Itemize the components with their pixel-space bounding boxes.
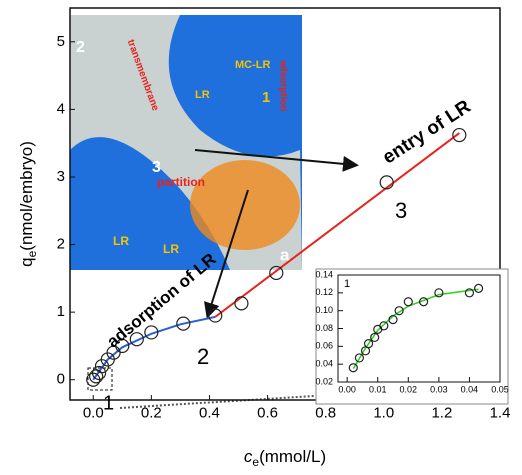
y-tick-label: 0.10 xyxy=(315,305,333,315)
label-part: (mmol/L) xyxy=(259,447,326,466)
y-tick-label: 0.12 xyxy=(315,287,333,297)
data-point xyxy=(370,332,380,343)
data-point xyxy=(379,321,389,331)
data-point xyxy=(354,353,364,363)
y-tick-label: 1 xyxy=(57,303,65,320)
photo-label: 1 xyxy=(262,89,270,106)
y-tick-label: 3 xyxy=(57,168,65,185)
label-part: (nmol/embryo) xyxy=(17,141,36,251)
data-point xyxy=(394,306,404,316)
photo-label: LR xyxy=(163,242,179,256)
x-tick-label: 0.01 xyxy=(369,384,387,394)
x-tick-label: 1.0 xyxy=(373,404,394,421)
y-tick-label: 0.14 xyxy=(315,269,333,279)
arrow xyxy=(194,149,359,172)
data-point xyxy=(91,365,107,381)
x-tick-label: 0.00 xyxy=(338,384,356,394)
photo-label: a xyxy=(280,245,290,264)
x-tick-label: 1.4 xyxy=(490,404,511,421)
data-point xyxy=(269,265,284,281)
photo-label: MC-LR xyxy=(235,59,270,71)
label-part: c xyxy=(244,447,253,466)
arrow xyxy=(119,387,334,409)
photo-label: LR xyxy=(113,234,129,248)
annotation: 2 xyxy=(197,344,209,369)
photo-label: adsorption xyxy=(277,60,288,112)
x-tick-label: 1.2 xyxy=(431,404,452,421)
x-tick-label: 0.6 xyxy=(257,404,278,421)
x-tick-label: 0.4 xyxy=(199,404,220,421)
x-axis-label: ce(mmol/L) xyxy=(244,447,326,469)
y-tick-label: 4 xyxy=(57,100,65,117)
y-tick-label: 0 xyxy=(57,371,65,388)
y-tick-label: 5 xyxy=(57,33,65,50)
annotation: 3 xyxy=(395,198,407,223)
zoom-box xyxy=(87,367,113,391)
plot-frame xyxy=(69,7,501,401)
photo-label: LR xyxy=(195,89,210,101)
data-point xyxy=(115,338,130,354)
x-tick-label: 0.02 xyxy=(400,384,418,394)
x-tick-label: 0.2 xyxy=(141,404,162,421)
y-axis-label: qe(nmol/embryo) xyxy=(17,141,39,267)
x-tick-label: 0.04 xyxy=(461,384,479,394)
data-point xyxy=(144,325,159,340)
data-point xyxy=(106,345,121,360)
data-point xyxy=(474,283,484,293)
y-tick-label: 0.08 xyxy=(315,323,333,333)
photo-label: 3 xyxy=(152,159,161,176)
data-point xyxy=(388,314,398,325)
data-point xyxy=(176,316,191,331)
photo-label: 2 xyxy=(76,39,85,56)
fit-line xyxy=(214,132,460,318)
data-point xyxy=(403,297,413,307)
data-point xyxy=(129,332,144,347)
annotation: 1 xyxy=(344,278,350,290)
y-tick-label: 0.06 xyxy=(315,341,333,351)
data-point xyxy=(208,308,223,323)
x-tick-label: 0.0 xyxy=(83,404,104,421)
label-part: q xyxy=(17,257,36,266)
annotation: 1 xyxy=(103,392,114,414)
data-point xyxy=(348,363,358,373)
data-point xyxy=(234,296,249,311)
data-point xyxy=(434,288,444,298)
x-tick-label: 0.8 xyxy=(315,404,336,421)
y-tick-label: 0.02 xyxy=(315,376,333,386)
x-tick-label: 0.05 xyxy=(491,384,509,394)
y-tick-label: 2 xyxy=(57,236,65,253)
y-tick-label: 0.04 xyxy=(315,359,333,369)
data-point xyxy=(452,127,467,143)
label-part: e xyxy=(25,250,39,257)
photo-label: partition xyxy=(157,175,205,189)
data-point xyxy=(363,339,374,349)
data-point xyxy=(418,297,429,307)
data-point xyxy=(379,175,394,190)
label-part: e xyxy=(252,455,259,469)
data-point xyxy=(464,288,475,298)
arrow xyxy=(204,189,249,319)
photo-embryo xyxy=(190,160,300,250)
x-tick-label: 0.03 xyxy=(430,384,448,394)
